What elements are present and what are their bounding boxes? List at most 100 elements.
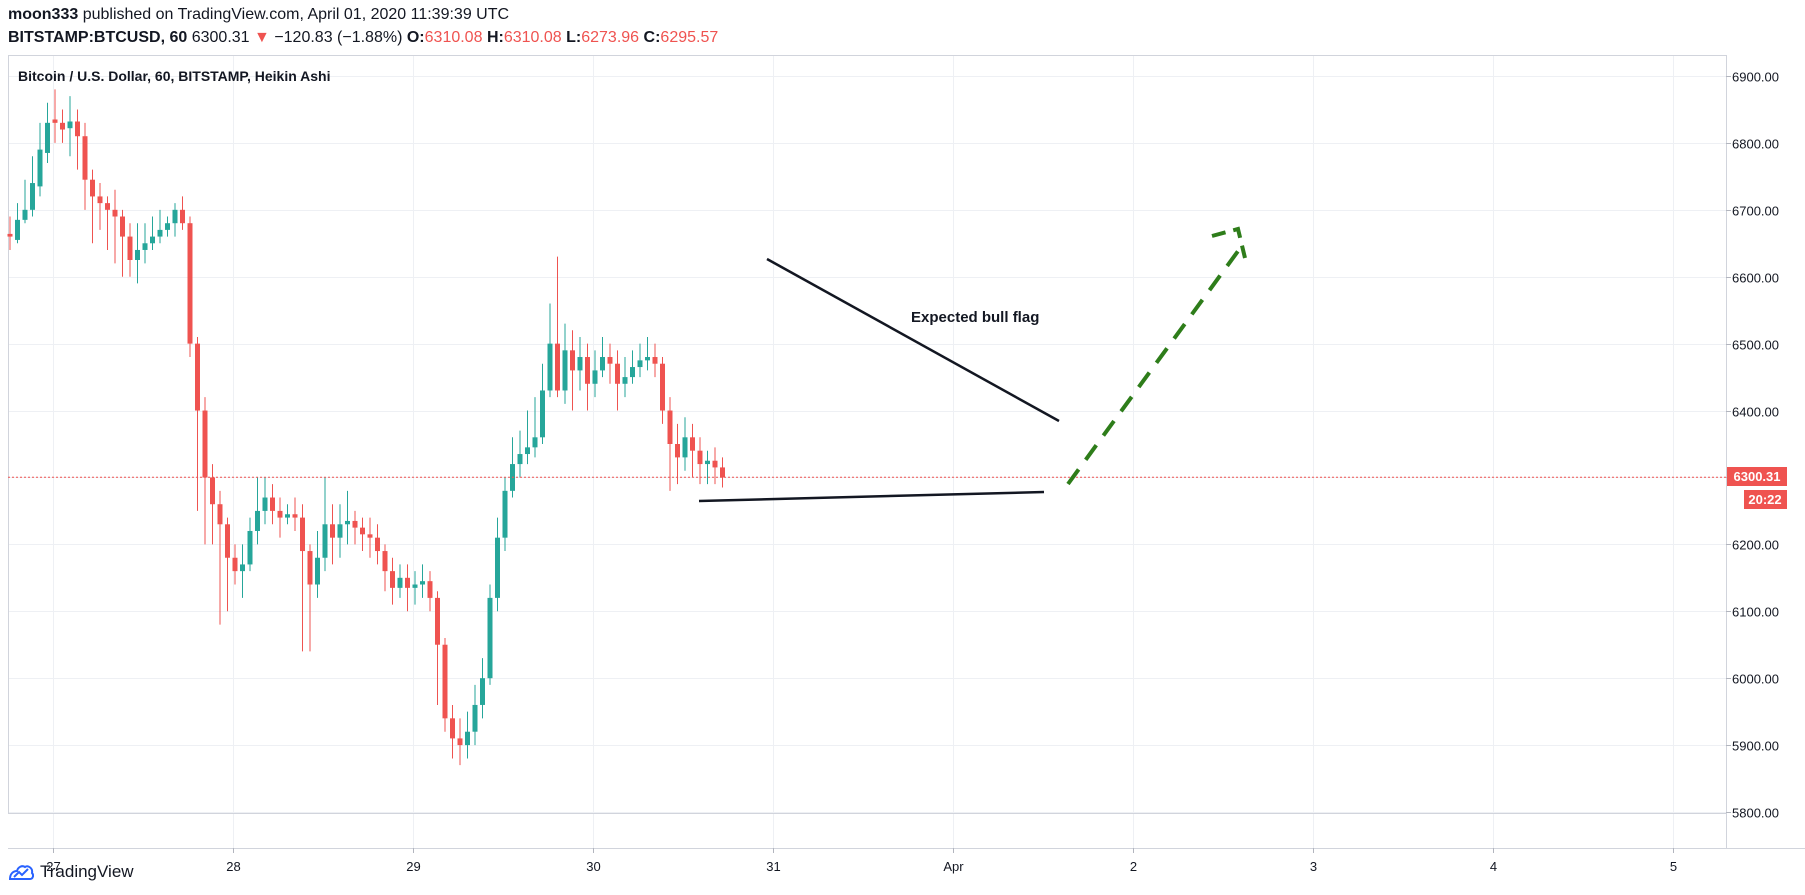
last-price-badge: 6300.31 20:22 [1727, 467, 1787, 509]
candle-body [22, 209, 28, 220]
candle [517, 430, 523, 478]
candle-body [255, 510, 260, 531]
candle [487, 584, 493, 685]
triangle-pattern [698, 257, 1060, 503]
candle-body [60, 122, 65, 130]
published-text: published on TradingView.com, April 01, … [82, 6, 510, 23]
candle-body [277, 510, 283, 518]
annotation-label[interactable]: Expected bull flag [911, 309, 1039, 326]
candle-body [495, 537, 500, 598]
candle [307, 544, 313, 652]
candle-body [202, 410, 208, 478]
tradingview-logo-icon [8, 864, 34, 880]
candle-body [352, 520, 358, 528]
candle-body [240, 564, 245, 572]
candle [270, 484, 275, 525]
x-tick-label: Apr [943, 859, 964, 874]
open-label: O: [406, 29, 425, 46]
candle [720, 457, 725, 488]
candle [360, 517, 365, 552]
bull-arrow[interactable] [1066, 226, 1247, 486]
candle-body [82, 136, 88, 180]
candle-body [652, 357, 658, 364]
candle [157, 209, 163, 244]
lower-trendline[interactable] [698, 490, 1045, 503]
candle-body [337, 524, 343, 538]
candle-body [210, 477, 215, 505]
symbol-label: BITSTAMP:BTCUSD, 60 [8, 29, 188, 46]
candle-body [540, 390, 545, 438]
candle [90, 169, 95, 244]
candle [675, 423, 680, 485]
y-tick-label: 6800.00 [1732, 137, 1779, 152]
candle-body [300, 517, 305, 552]
y-tick-label: 6100.00 [1732, 605, 1779, 620]
candle-body [105, 203, 110, 210]
x-tick-label: 30 [586, 859, 600, 874]
candle [615, 350, 620, 411]
high-value: 6310.08 [503, 29, 562, 46]
candle [682, 417, 688, 471]
candle-body [712, 460, 718, 468]
x-tick-label: 4 [1490, 859, 1497, 874]
y-tick-label: 6000.00 [1732, 672, 1779, 687]
candle-body [187, 223, 193, 344]
candle-body [592, 370, 598, 384]
x-tick-label: 28 [226, 859, 240, 874]
change-value: −120.83 (−1.88%) [274, 29, 403, 46]
candle [217, 490, 223, 625]
last-price-badge-text: 6300.31 [1734, 469, 1781, 484]
footer-brand-label: TradingView [40, 862, 134, 881]
grid [8, 55, 1726, 848]
candle [120, 209, 125, 277]
candle-body [37, 149, 43, 187]
candle-body [697, 450, 703, 465]
candle [300, 504, 305, 652]
candle-body [157, 229, 163, 237]
candle [7, 216, 13, 250]
candle [225, 517, 230, 612]
candle-body [217, 504, 223, 525]
candle [172, 203, 178, 237]
candle [705, 450, 710, 485]
arrow-head [1211, 226, 1247, 259]
candle [262, 477, 268, 525]
upper-trendline[interactable] [766, 257, 1060, 423]
arrow-shaft [1066, 245, 1243, 486]
candle [22, 179, 28, 224]
candle-body [517, 454, 523, 465]
x-tick-label: 27 [46, 859, 60, 874]
candle-body [397, 577, 403, 588]
candle [660, 357, 665, 424]
candle-body [600, 357, 605, 371]
x-tick-label: 2 [1130, 859, 1137, 874]
candle [405, 564, 410, 612]
y-tick-label: 6900.00 [1732, 70, 1779, 85]
candle-body [487, 597, 493, 679]
time-axis[interactable]: 27 28 29 30 31 Apr 2 3 4 5 [46, 848, 1677, 874]
candle [465, 711, 470, 759]
candle [525, 410, 530, 465]
candle [112, 189, 118, 264]
candle-body [345, 520, 350, 525]
candle-body [427, 581, 433, 598]
candle-body [45, 122, 50, 153]
candle [367, 517, 373, 558]
candle [645, 336, 650, 371]
candle [202, 397, 208, 545]
y-tick-label: 6500.00 [1732, 338, 1779, 353]
candle-body [502, 490, 508, 538]
candle [165, 216, 170, 237]
author-name[interactable]: moon333 [8, 6, 79, 23]
price-axis[interactable]: 6900.00 6800.00 6700.00 6600.00 6500.00 6400.… [1726, 70, 1779, 821]
candle-body [112, 209, 118, 217]
candle-body [120, 216, 125, 237]
candle-body [472, 704, 478, 732]
candle [480, 658, 485, 719]
footer-brand[interactable]: TradingView [8, 862, 134, 882]
candle [585, 343, 590, 411]
candle-body [442, 644, 448, 719]
candle-body [705, 460, 710, 465]
candle [592, 350, 598, 398]
